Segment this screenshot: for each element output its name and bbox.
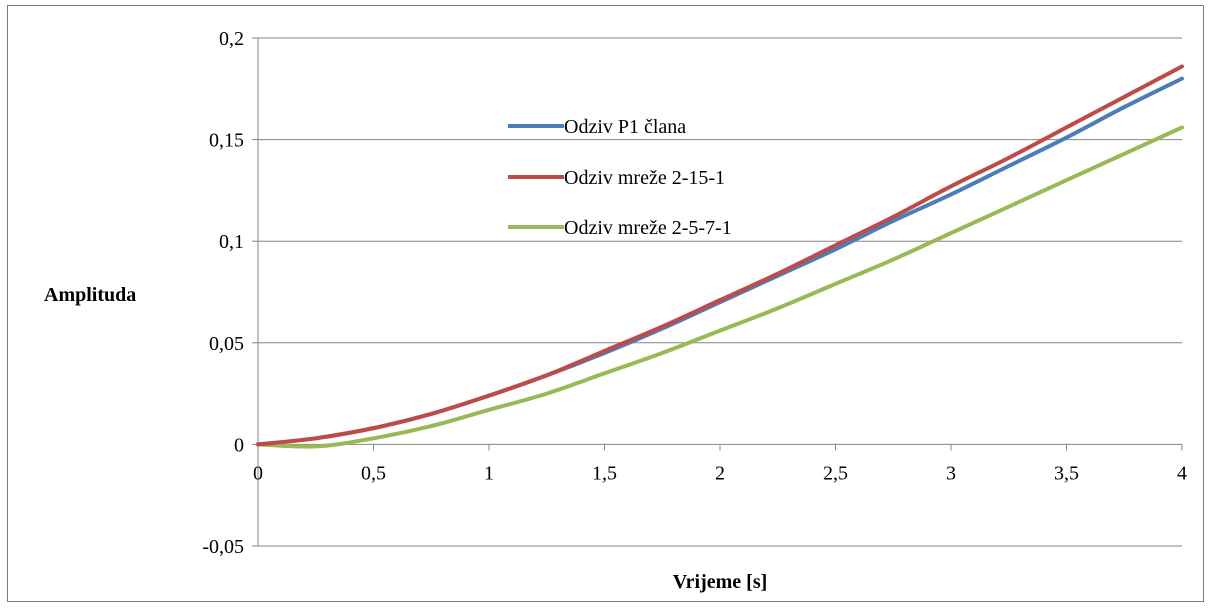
legend: Odziv P1 člana Odziv mreže 2-15-1 Odziv mr… (508, 116, 732, 239)
y-tick-label: -0,05 (202, 536, 244, 558)
x-tick-label: 2 (715, 462, 725, 484)
axes: -0,05 0 0,05 0,1 0,15 0,2 0 0,5 1 1,5 2 2,5 3 3,5 4 (202, 28, 1187, 558)
x-tick-label: 1,5 (592, 462, 617, 484)
legend-label: Odziv mreže 2-5-7-1 (564, 217, 732, 239)
x-tick-label: 0,5 (361, 462, 386, 484)
series-line (256, 76, 1184, 447)
legend-label: Odziv mreže 2-15-1 (564, 167, 725, 189)
x-tick-label: 0 (253, 462, 263, 484)
y-axis-title: Amplituda (44, 284, 136, 306)
series-line (256, 125, 1184, 449)
chart-area (7, 5, 1204, 602)
gridlines (258, 37, 1182, 547)
x-tick-label: 2,5 (823, 462, 848, 484)
y-tick-label: 0,05 (209, 333, 244, 355)
series-line (256, 64, 1184, 447)
x-tick-label: 3,5 (1054, 462, 1079, 484)
y-tick-label: 0 (234, 434, 244, 456)
x-axis-title: Vrijeme [s] (673, 571, 768, 593)
x-tick-label: 1 (484, 462, 494, 484)
x-tick-label: 3 (946, 462, 956, 484)
y-tick-label: 0,15 (209, 130, 244, 152)
y-tick-label: 0,2 (219, 28, 244, 50)
x-tick-label: 4 (1177, 462, 1187, 484)
legend-label: Odziv P1 člana (564, 116, 686, 138)
series-lines (256, 64, 1184, 449)
y-tick-label: 0,1 (219, 231, 244, 253)
